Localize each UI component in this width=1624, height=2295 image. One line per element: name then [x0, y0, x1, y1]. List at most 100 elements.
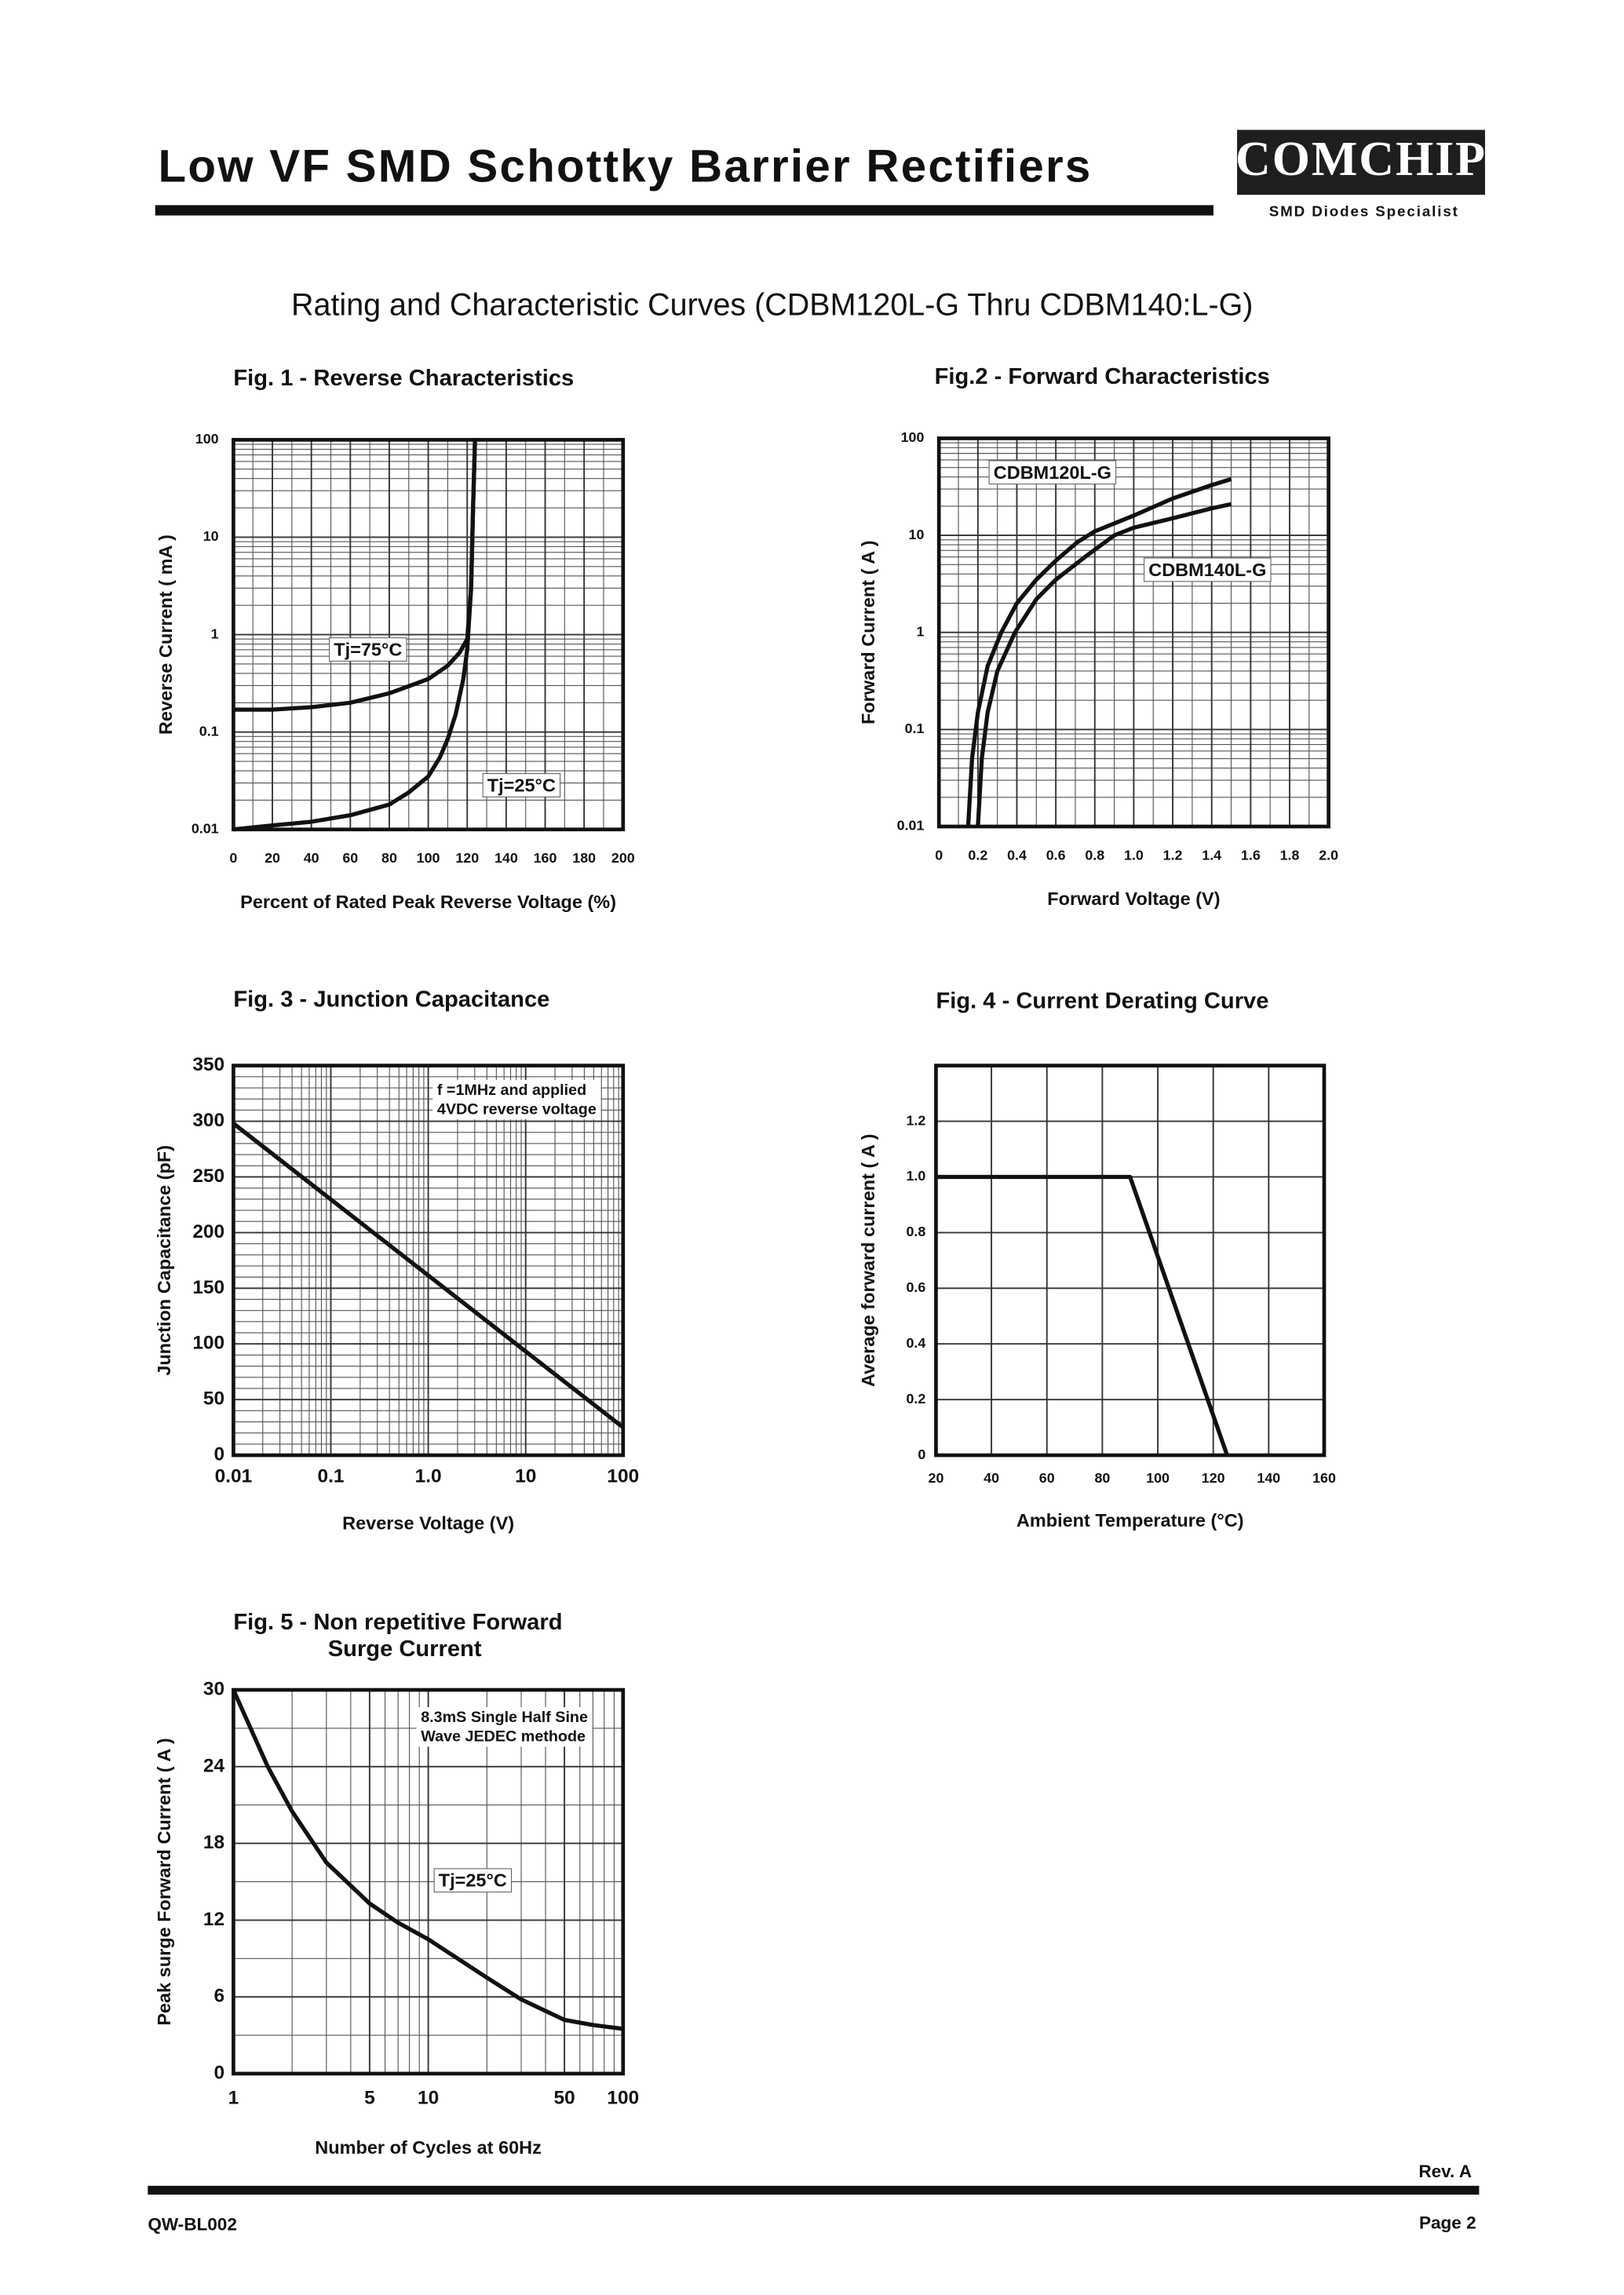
y-tick-label: 1 [916, 623, 924, 639]
x-tick-label: 0.4 [1007, 847, 1027, 863]
annotation-box [416, 1707, 593, 1747]
y-axis-label: Peak surge Forward Current ( A ) [154, 1738, 174, 2026]
logo-box [1237, 130, 1485, 195]
x-axis-label: Percent of Rated Peak Reverse Voltage (%… [240, 892, 616, 912]
annotation: f =1MHz and applied [437, 1082, 586, 1099]
y-tick-label: 0.1 [199, 723, 219, 739]
revision: Rev. A [1418, 2162, 1472, 2181]
curve-label: Tj=75°C [334, 639, 402, 659]
x-tick-label: 5 [364, 2087, 375, 2108]
curve-label: CDBM120L-G [994, 462, 1111, 483]
x-tick-label: 20 [929, 1470, 944, 1486]
chart-title: Fig.2 - Forward Characteristics [935, 364, 1270, 389]
x-tick-label: 1 [228, 2087, 239, 2108]
x-tick-label: 40 [984, 1470, 999, 1486]
page-title: Low VF SMD Schottky Barrier Rectifiers [158, 141, 1092, 192]
y-tick-label: 0.2 [906, 1391, 925, 1407]
chart-title: Fig. 3 - Junction Capacitance [233, 987, 549, 1012]
x-tick-label: 2.0 [1319, 847, 1338, 863]
y-tick-label: 30 [203, 1678, 224, 1699]
x-tick-label: 60 [1039, 1470, 1055, 1486]
x-tick-label: 0 [229, 850, 237, 866]
annotation-box [432, 1079, 601, 1120]
x-tick-label: 1.0 [415, 1466, 442, 1487]
y-tick-label: 12 [203, 1909, 224, 1930]
curve [233, 440, 477, 832]
y-tick-label: 0 [918, 1447, 925, 1462]
chart-title: Fig. 5 - Non repetitive Forward [233, 1610, 562, 1635]
logo: COMCHIP [1235, 133, 1487, 186]
x-tick-label: 100 [1146, 1470, 1170, 1486]
curve-label: Tj=25°C [487, 775, 556, 795]
x-tick-label: 0.01 [215, 1466, 253, 1487]
x-tick-label: 40 [304, 850, 319, 866]
y-tick-label: 200 [192, 1221, 224, 1242]
annotation: 8.3mS Single Half Sine [421, 1709, 588, 1726]
y-tick-label: 0 [214, 1444, 225, 1465]
curve [232, 1122, 625, 1429]
curve-label-box [329, 637, 407, 662]
y-tick-label: 1 [211, 626, 219, 641]
y-tick-label: 1.0 [906, 1168, 925, 1184]
y-tick-label: 100 [192, 1333, 224, 1354]
header-rule [155, 205, 1213, 216]
x-tick-label: 1.0 [1124, 847, 1144, 863]
x-axis-label: Number of Cycles at 60Hz [315, 2137, 542, 2158]
y-tick-label: 0.01 [897, 818, 925, 834]
plot-frame [936, 436, 1330, 829]
y-axis-label: Average forward current ( A ) [858, 1134, 878, 1388]
footer-rule [148, 2185, 1480, 2195]
x-tick-label: 100 [607, 2087, 639, 2108]
x-tick-label: 0.1 [318, 1466, 345, 1487]
x-tick-label: 80 [381, 850, 397, 866]
curve-label-box [482, 773, 561, 797]
y-tick-label: 0.01 [192, 820, 219, 836]
page-number: Page 2 [1419, 2213, 1476, 2233]
x-tick-label: 140 [1257, 1470, 1280, 1486]
x-tick-label: 1.4 [1202, 847, 1221, 863]
y-tick-label: 0.4 [906, 1335, 925, 1351]
y-tick-label: 350 [192, 1054, 224, 1075]
curve [976, 502, 1232, 827]
y-tick-label: 150 [192, 1277, 224, 1298]
y-tick-label: 6 [214, 1986, 225, 2007]
annotation: Wave JEDEC methode [421, 1728, 586, 1745]
x-tick-label: 100 [607, 1466, 639, 1487]
y-tick-label: 0.1 [905, 721, 925, 736]
y-tick-label: 10 [203, 528, 219, 544]
x-tick-label: 10 [515, 1466, 536, 1487]
y-tick-label: 300 [192, 1110, 224, 1131]
curve [965, 476, 1232, 827]
plot-frame [232, 438, 626, 832]
y-tick-label: 0 [214, 2062, 225, 2083]
x-tick-label: 50 [553, 2087, 575, 2108]
y-tick-label: 1.2 [906, 1112, 925, 1128]
curve [936, 1174, 1229, 1456]
x-axis-label: Ambient Temperature (°C) [1016, 1510, 1244, 1531]
x-tick-label: 80 [1094, 1470, 1110, 1486]
y-tick-label: 0.8 [906, 1224, 925, 1239]
annotation: 4VDC reverse voltage [437, 1100, 597, 1118]
y-tick-label: 24 [203, 1755, 225, 1776]
x-tick-label: 160 [534, 850, 557, 866]
y-tick-label: 100 [195, 431, 219, 447]
y-tick-label: 18 [203, 1832, 224, 1853]
curve-label-box [433, 1868, 513, 1893]
logo-tagline: SMD Diodes Specialist [1269, 203, 1459, 220]
x-tick-label: 60 [342, 850, 358, 866]
y-axis-label: Forward Current ( A ) [858, 540, 878, 724]
y-axis-label: Reverse Current ( mA ) [155, 535, 176, 735]
curve-label-box [1144, 557, 1272, 582]
x-tick-label: 120 [455, 850, 479, 866]
y-tick-label: 100 [901, 429, 925, 445]
chart-title: Fig. 1 - Reverse Characteristics [233, 366, 574, 391]
curve-label: CDBM140L-G [1148, 560, 1266, 580]
chart-title: Fig. 4 - Current Derating Curve [936, 988, 1268, 1013]
y-axis-label: Junction Capacitance (pF) [154, 1145, 174, 1376]
plot-frame [232, 1064, 626, 1458]
x-tick-label: 140 [494, 850, 518, 866]
x-tick-label: 10 [418, 2087, 439, 2108]
curve-label-box [988, 460, 1117, 485]
x-tick-label: 1.6 [1241, 847, 1261, 863]
